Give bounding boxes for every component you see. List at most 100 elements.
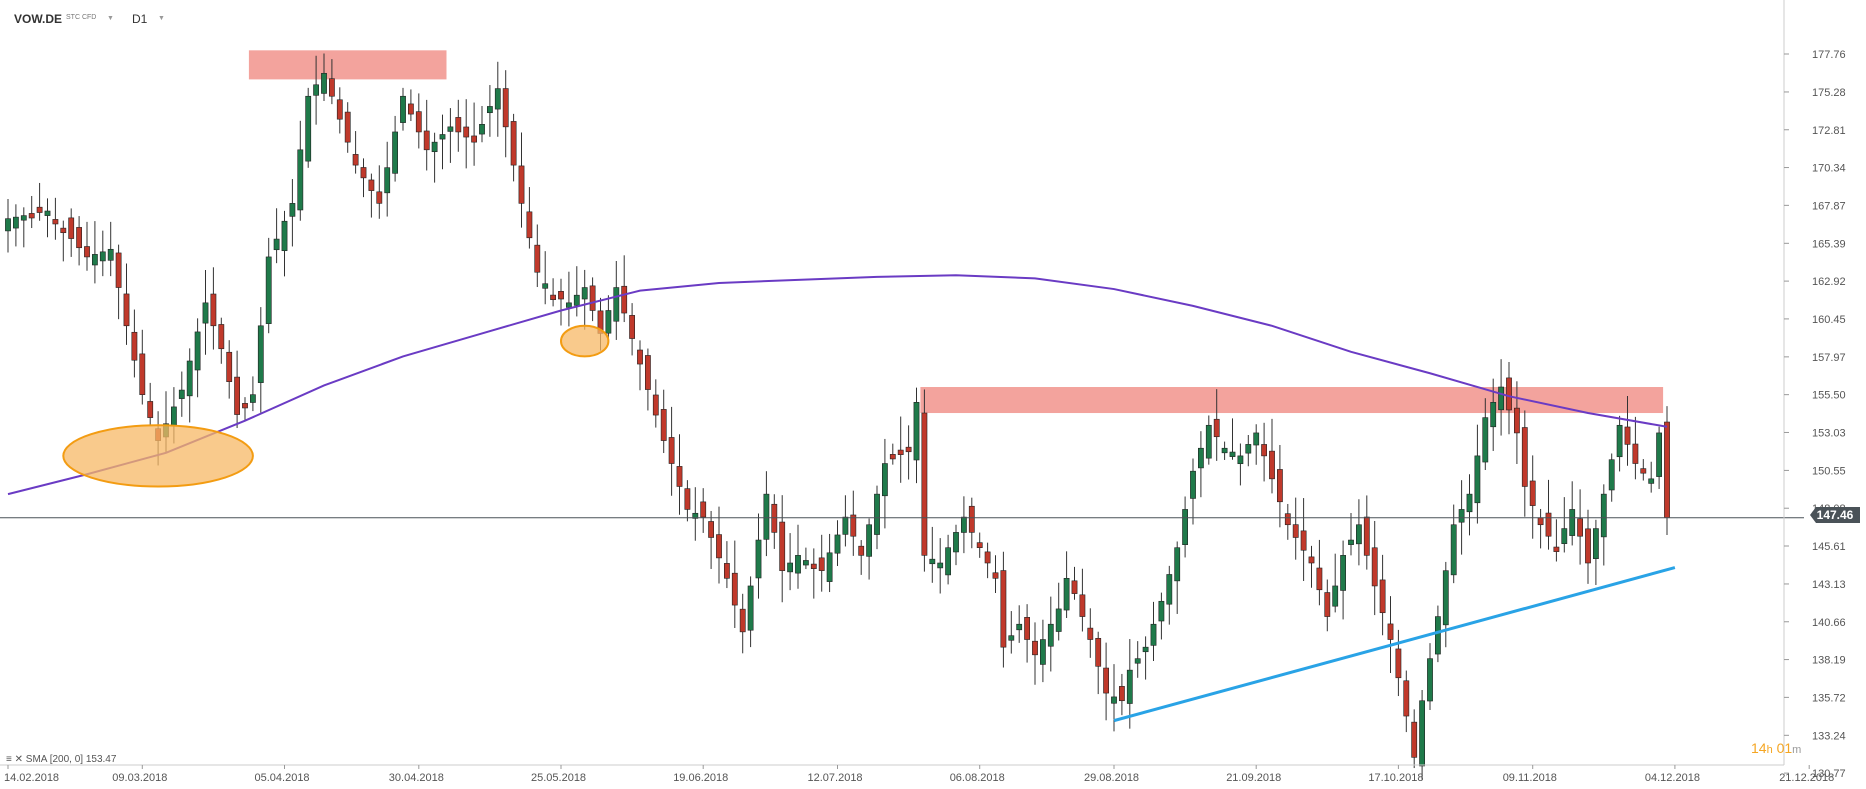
candle-body xyxy=(795,555,801,574)
candle-body xyxy=(250,394,256,403)
symbol-name[interactable]: VOW.DE xyxy=(14,12,63,26)
x-tick-label: 12.07.2018 xyxy=(808,772,863,784)
candle xyxy=(1450,504,1457,584)
close-icon[interactable]: ✕ xyxy=(14,754,24,765)
x-tick-label: 25.05.2018 xyxy=(531,772,586,784)
candle-body xyxy=(534,244,541,273)
candle-body xyxy=(905,446,912,453)
candle-body xyxy=(1079,594,1086,617)
candle xyxy=(747,576,754,648)
current-price-label: 147.46 xyxy=(1810,507,1860,523)
candle-body xyxy=(637,349,643,365)
candle-body xyxy=(1166,574,1173,605)
candle-body xyxy=(1387,623,1394,640)
timeframe-selector[interactable]: D1 xyxy=(132,12,148,26)
candle xyxy=(1063,551,1070,619)
candle xyxy=(463,99,470,169)
x-tick-label: 17.10.2018 xyxy=(1368,772,1423,784)
candle xyxy=(1648,461,1655,493)
candle xyxy=(802,547,809,570)
candle-body xyxy=(858,545,865,556)
candle-body xyxy=(1213,418,1220,438)
candle xyxy=(1608,453,1615,502)
candle xyxy=(321,53,327,101)
candle-body xyxy=(929,558,936,565)
chevron-down-icon[interactable]: ▼ xyxy=(107,15,114,22)
candle-body xyxy=(1111,696,1117,704)
candle xyxy=(123,263,130,345)
candle-body xyxy=(344,111,351,143)
candle-body xyxy=(1016,623,1023,631)
candle-body xyxy=(1458,509,1465,523)
candle-body xyxy=(1324,592,1331,617)
candle-body xyxy=(1300,530,1307,551)
candle xyxy=(1356,499,1362,566)
candle xyxy=(1664,406,1670,535)
candle xyxy=(621,255,628,323)
candle xyxy=(194,318,201,398)
candle xyxy=(558,278,564,326)
sma-200-line xyxy=(7,274,1668,496)
candle xyxy=(984,542,991,579)
candle xyxy=(929,526,936,583)
candle xyxy=(1000,551,1007,668)
annotations-layer xyxy=(62,324,1676,723)
candle-body xyxy=(731,572,738,606)
candle xyxy=(1032,622,1038,685)
candle-body xyxy=(1521,427,1528,487)
candle xyxy=(1016,605,1023,643)
candle-body xyxy=(1190,470,1196,499)
candle-body xyxy=(115,252,122,288)
candle xyxy=(739,593,746,654)
candle-body xyxy=(763,493,770,540)
candle xyxy=(1119,673,1125,716)
candle xyxy=(1221,441,1228,460)
candle xyxy=(1205,415,1212,465)
sma-legend[interactable]: ≡ ✕ SMA [200, 0] 153.47 xyxy=(6,754,116,765)
candle xyxy=(1411,709,1418,769)
candle-body xyxy=(1126,669,1133,704)
candle xyxy=(76,216,82,266)
candle-body xyxy=(542,283,549,289)
candle xyxy=(1316,539,1323,606)
y-tick-label: 145.61 xyxy=(1812,541,1846,553)
candle xyxy=(1008,611,1015,654)
y-tick-label: 170.34 xyxy=(1812,163,1846,175)
candle xyxy=(407,89,414,122)
candle-body xyxy=(1545,512,1552,537)
candle-body xyxy=(1529,480,1536,506)
candle xyxy=(1150,601,1157,662)
candle xyxy=(573,266,580,317)
candle-body xyxy=(1000,570,1007,648)
candle-body xyxy=(423,130,430,151)
candle xyxy=(1521,410,1528,517)
support-trendline xyxy=(1113,566,1676,723)
candle xyxy=(581,269,588,330)
candle-body xyxy=(1569,509,1576,536)
candle-body xyxy=(107,248,114,261)
candle xyxy=(202,270,209,355)
candle-body xyxy=(60,227,67,234)
candle xyxy=(313,55,319,125)
candle-body xyxy=(368,179,375,191)
candle-body xyxy=(13,216,19,229)
candle-body xyxy=(1585,528,1591,564)
candle xyxy=(1371,520,1378,616)
candle-body xyxy=(1537,517,1544,526)
candle-body xyxy=(660,409,667,441)
candle-body xyxy=(1198,447,1204,469)
resistance-zone xyxy=(920,387,1664,414)
candle-body xyxy=(1008,635,1015,641)
indicator-list-icon[interactable]: ≡ xyxy=(6,754,12,765)
candle xyxy=(779,495,786,603)
chevron-down-icon[interactable]: ▼ xyxy=(158,15,165,22)
candle-body xyxy=(1095,638,1102,667)
candle-body xyxy=(171,406,177,426)
x-tick-label: 21.12.2018 xyxy=(1779,772,1834,784)
candle xyxy=(1348,512,1354,556)
candle-body xyxy=(1514,407,1520,434)
candle xyxy=(439,114,446,170)
x-tick-label: 14.02.2018 xyxy=(4,772,59,784)
candle-body xyxy=(1047,623,1054,647)
